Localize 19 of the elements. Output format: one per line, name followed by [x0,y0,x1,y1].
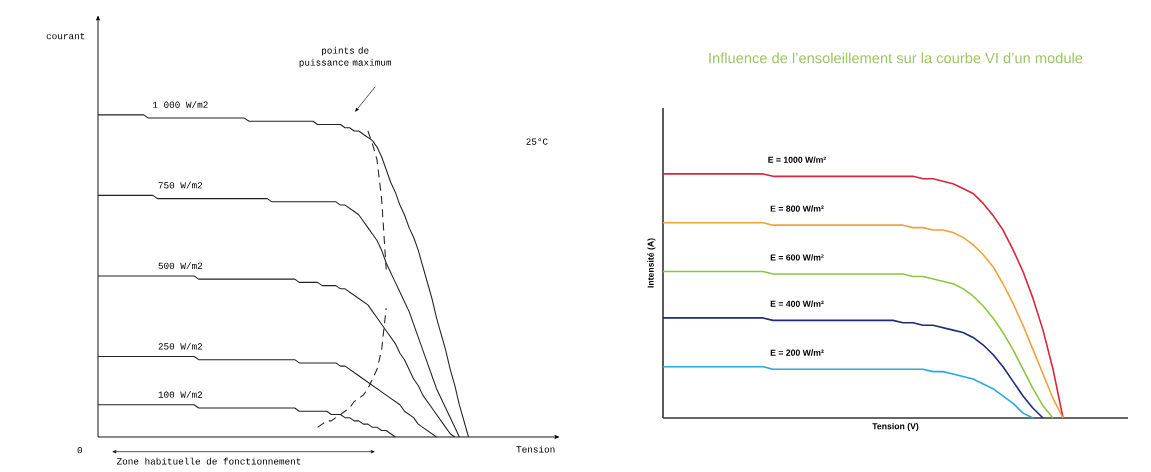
series-label: 250 W/m2 [158,342,203,350]
chart-title: Influence de l’ensoleillement sur la courbe VI d’un module [709,52,1083,64]
series-label: E = 200 W/m² [770,349,824,356]
x-axis-title: Tension (V) [872,422,919,431]
annotation: 25°C [526,138,548,145]
text: 0 [77,447,83,454]
series-label: E = 400 W/m² [770,300,824,307]
series-label: E = 800 W/m² [770,205,824,212]
text: points de puissance maximum [299,46,392,68]
series-label: 500 W/m2 [158,262,203,269]
series-label: E = 1000 W/m² [768,156,827,163]
y-axis-title: Intensité (A) [647,238,656,288]
series-label: 1 000 W/m2 [153,101,208,108]
y-axis-title: courant [46,32,85,40]
series-label: E = 600 W/m² [770,254,824,261]
series-label: 750 W/m2 [158,181,203,189]
text: Zone habituelle de fonctionnement [116,457,301,465]
series-label: 100 W/m2 [158,391,203,398]
x-axis-title: Tension [516,445,555,453]
